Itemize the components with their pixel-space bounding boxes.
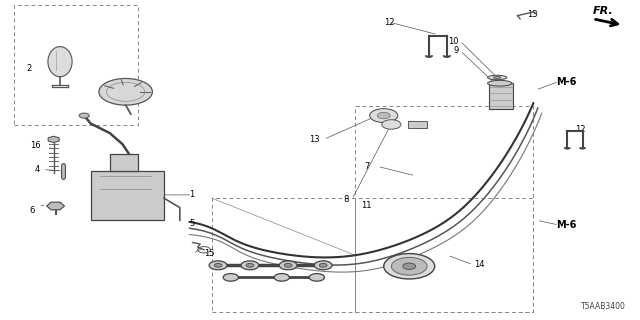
Bar	[489, 83, 513, 109]
Circle shape	[319, 263, 327, 267]
Circle shape	[274, 274, 289, 281]
Bar	[408, 121, 427, 128]
Text: 16: 16	[30, 141, 41, 150]
Circle shape	[209, 261, 227, 270]
Text: T5AAB3400: T5AAB3400	[581, 302, 626, 311]
Circle shape	[378, 112, 390, 119]
Ellipse shape	[493, 76, 501, 78]
Text: M-6: M-6	[556, 77, 576, 87]
Circle shape	[279, 261, 297, 270]
Text: 2: 2	[27, 63, 32, 73]
Bar	[355, 106, 534, 312]
Ellipse shape	[48, 47, 72, 77]
Circle shape	[79, 113, 90, 118]
Bar	[14, 4, 138, 125]
Text: 3: 3	[132, 92, 138, 101]
Circle shape	[384, 253, 435, 279]
Text: 1: 1	[189, 190, 195, 199]
Circle shape	[99, 78, 152, 105]
Text: 12: 12	[384, 18, 394, 27]
Text: 7: 7	[364, 162, 370, 171]
Text: FR.: FR.	[593, 6, 614, 16]
Text: 10: 10	[448, 36, 458, 45]
Ellipse shape	[488, 80, 512, 86]
Circle shape	[392, 257, 427, 275]
Circle shape	[370, 108, 397, 123]
Text: 6: 6	[30, 206, 35, 215]
Circle shape	[241, 261, 259, 270]
Text: 8: 8	[343, 195, 349, 204]
Bar	[91, 171, 164, 220]
Text: 12: 12	[575, 125, 586, 134]
Text: 11: 11	[362, 202, 372, 211]
Circle shape	[223, 274, 239, 281]
Ellipse shape	[488, 75, 507, 80]
Text: 9: 9	[453, 46, 458, 55]
Circle shape	[382, 120, 401, 129]
Text: 15: 15	[204, 249, 214, 258]
Circle shape	[309, 274, 324, 281]
Text: 13: 13	[527, 10, 538, 19]
Text: 4: 4	[35, 165, 40, 174]
Circle shape	[403, 263, 415, 269]
Bar	[109, 154, 138, 171]
Text: M-6: M-6	[556, 220, 576, 230]
Text: 14: 14	[474, 260, 484, 269]
Text: 13: 13	[309, 135, 320, 144]
Circle shape	[246, 263, 253, 267]
Circle shape	[214, 263, 222, 267]
Circle shape	[284, 263, 292, 267]
Bar	[212, 198, 534, 312]
Circle shape	[314, 261, 332, 270]
Text: 5: 5	[189, 219, 195, 228]
